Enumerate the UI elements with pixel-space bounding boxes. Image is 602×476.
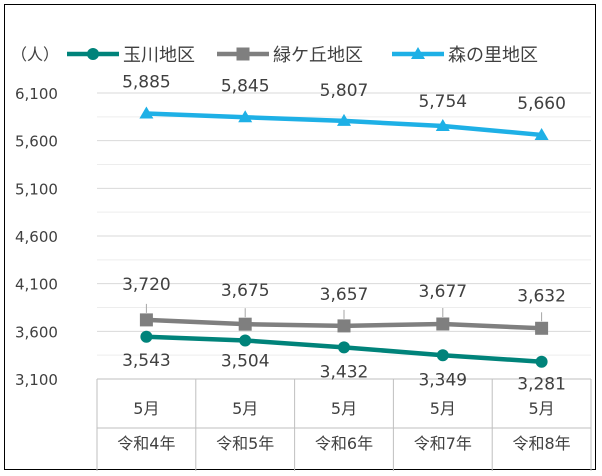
data-point (436, 317, 450, 331)
x-tick-label-month: 5月 (331, 399, 357, 418)
data-label: 3,675 (221, 281, 270, 301)
data-label: 3,432 (320, 362, 369, 382)
x-tick-label-month: 5月 (133, 399, 159, 418)
x-tick-label-month: 5月 (529, 399, 555, 418)
legend-label: 森の里地区 (448, 45, 538, 66)
data-label: 3,657 (320, 285, 369, 305)
data-label: 5,845 (221, 76, 270, 96)
data-point (338, 341, 350, 354)
data-point (535, 355, 548, 368)
x-tick-label-year: 令和8年 (513, 434, 571, 453)
y-tick-label: 3,100 (15, 371, 58, 389)
data-label: 3,349 (418, 370, 467, 390)
data-label: 3,720 (122, 275, 171, 295)
data-label: 5,885 (122, 72, 171, 92)
data-point (337, 319, 351, 333)
y-tick-label: 4,600 (15, 228, 58, 246)
legend-marker (87, 48, 99, 60)
data-point (140, 330, 153, 343)
data-point (436, 349, 449, 362)
data-label: 3,281 (517, 375, 566, 395)
y-tick-label: 5,600 (15, 133, 58, 151)
y-unit-label: （人） (11, 45, 59, 64)
data-point (535, 321, 549, 335)
data-label: 5,660 (517, 94, 566, 114)
x-tick-label-year: 令和6年 (315, 434, 373, 453)
data-label: 5,754 (418, 92, 467, 112)
x-tick-label-month: 5月 (430, 399, 456, 418)
x-tick-label-year: 令和5年 (216, 434, 274, 453)
data-point (435, 118, 450, 131)
data-point (238, 110, 253, 123)
y-tick-label: 5,100 (15, 180, 58, 198)
data-point (534, 127, 549, 140)
data-label: 5,807 (320, 81, 369, 101)
data-label: 3,543 (122, 351, 171, 371)
data-point (238, 317, 252, 331)
x-tick-label-month: 5月 (232, 399, 258, 418)
data-label: 3,677 (418, 282, 467, 302)
x-tick-label-year: 令和4年 (117, 434, 175, 453)
legend-label: 緑ケ丘地区 (273, 45, 363, 66)
data-point (337, 113, 351, 126)
legend-marker (411, 47, 425, 59)
line-chart: 3,100 3,600 4,100 4,600 5,100 5,600 6,100 5月令和4… (11, 45, 592, 471)
legend-marker (236, 47, 250, 61)
data-label: 3,632 (517, 286, 566, 306)
data-point (139, 106, 154, 119)
data-point (239, 334, 252, 347)
y-tick-label: 3,600 (15, 323, 58, 341)
y-tick-label: 4,100 (15, 276, 58, 294)
chart-frame: 3,100 3,600 4,100 4,600 5,100 5,600 6,100 5月令和4… (4, 4, 596, 471)
y-tick-label: 6,100 (15, 85, 58, 103)
data-point (139, 313, 153, 327)
data-label: 3,504 (221, 351, 270, 371)
x-tick-label-year: 令和7年 (414, 434, 472, 453)
legend-label: 玉川地区 (123, 45, 195, 66)
